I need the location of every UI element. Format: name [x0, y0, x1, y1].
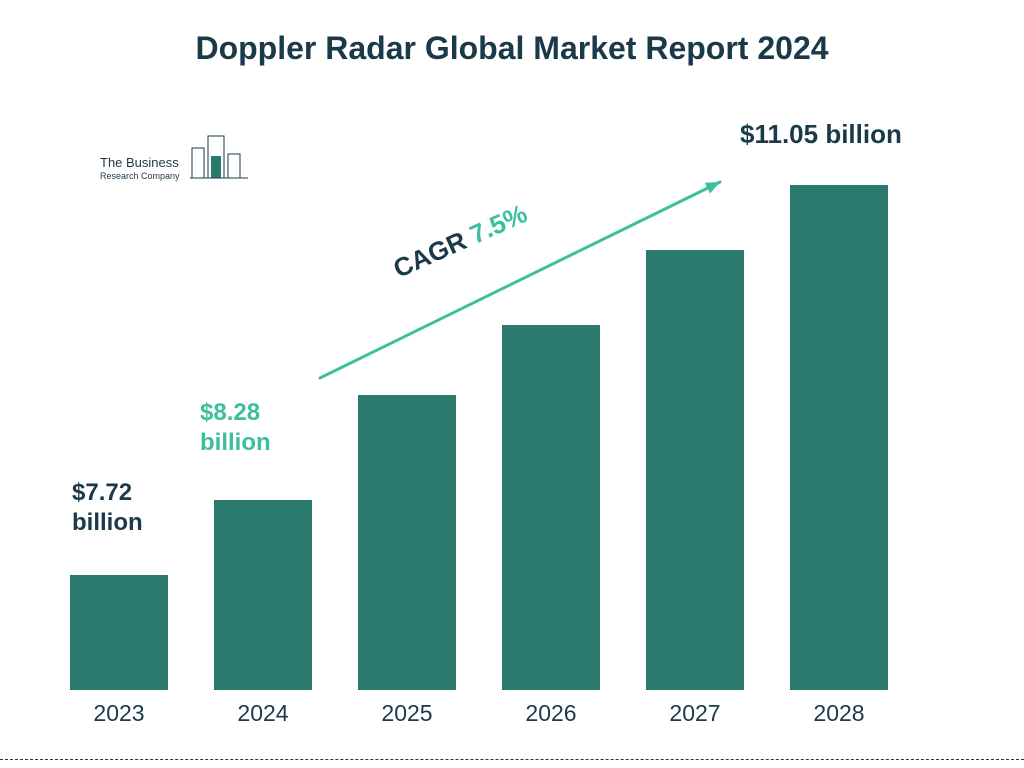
value-label-2023: $7.72 billion — [72, 478, 172, 538]
chart-title: Doppler Radar Global Market Report 2024 — [0, 30, 1024, 67]
xlabel-2023: 2023 — [70, 700, 168, 727]
bar-2026 — [502, 325, 600, 690]
xlabel-2025: 2025 — [358, 700, 456, 727]
bar-2027 — [646, 250, 744, 690]
xlabel-2027: 2027 — [646, 700, 744, 727]
bar-2025 — [358, 395, 456, 690]
value-label-2028: $11.05 billion — [740, 118, 930, 151]
xlabel-2024: 2024 — [214, 700, 312, 727]
bar-2023 — [70, 575, 168, 690]
bar-2028 — [790, 185, 888, 690]
bottom-dashed-divider — [0, 759, 1024, 760]
value-label-2024: $8.28 billion — [200, 398, 300, 458]
xlabel-2026: 2026 — [502, 700, 600, 727]
xlabel-2028: 2028 — [790, 700, 888, 727]
bar-2024 — [214, 500, 312, 690]
